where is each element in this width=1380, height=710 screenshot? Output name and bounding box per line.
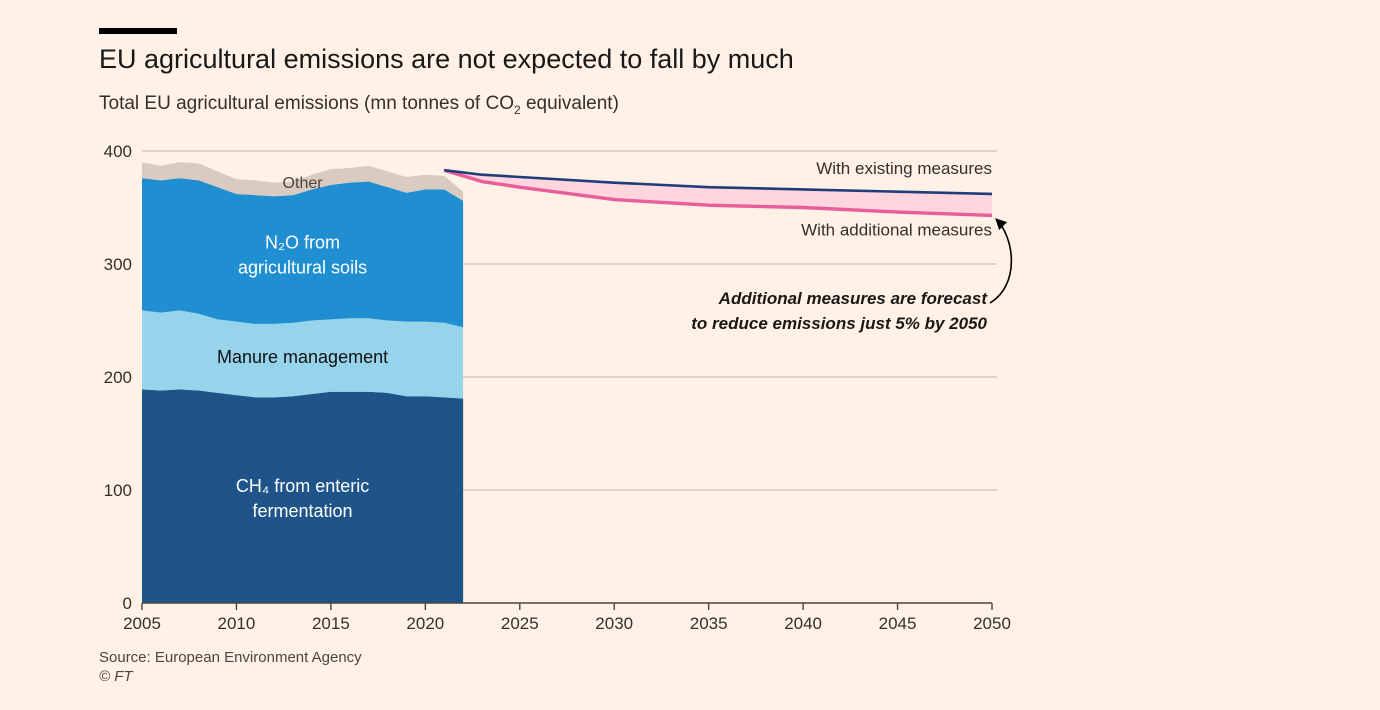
x-tick-label: 2050 — [973, 614, 1011, 633]
area-label: Manure management — [217, 347, 388, 367]
area-manure-management — [142, 310, 464, 399]
x-tick-label: 2020 — [406, 614, 444, 633]
area-ch4-from-enteric-fermentation — [142, 389, 464, 603]
y-tick-label: 300 — [104, 255, 132, 274]
line-with-additional-measures — [443, 168, 993, 218]
line-label-additional: With additional measures — [801, 220, 992, 239]
line-with-existing-measures — [444, 168, 993, 196]
x-tick-label: 2030 — [595, 614, 633, 633]
x-tick-label: 2035 — [690, 614, 728, 633]
area-n2o-from-agricultural-soils — [142, 178, 464, 328]
area-other — [142, 162, 464, 201]
y-tick-label: 0 — [123, 594, 132, 613]
subtitle-text-end: equivalent) — [520, 93, 619, 114]
chart-title: EU agricultural emissions are not expect… — [99, 44, 794, 74]
area-label: fermentation — [253, 501, 353, 521]
area-label: N₂O from — [265, 232, 340, 252]
x-tick-label: 2025 — [501, 614, 539, 633]
ft-credit: © FT — [99, 668, 133, 685]
subtitle-subscript: 2 — [514, 102, 521, 117]
x-tick-label: 2045 — [879, 614, 917, 633]
area-label: Other — [283, 175, 324, 192]
ft-top-bar — [99, 28, 177, 34]
x-tick-label: 2010 — [218, 614, 256, 633]
chart-subtitle: Total EU agricultural emissions (mn tonn… — [99, 93, 619, 117]
annotation-text: Additional measures are forecast — [718, 289, 989, 308]
y-tick-label: 200 — [104, 368, 132, 387]
y-tick-label: 100 — [104, 481, 132, 500]
line-label-existing: With existing measures — [816, 159, 992, 178]
x-tick-label: 2005 — [123, 614, 161, 633]
chart-source: Source: European Environment Agency © FT — [99, 648, 362, 686]
y-tick-label: 400 — [104, 142, 132, 161]
area-label: CH₄ from enteric — [236, 476, 369, 496]
annotation-text: to reduce emissions just 5% by 2050 — [691, 314, 987, 333]
annotation-arrow — [989, 218, 1013, 304]
subtitle-text: Total EU agricultural emissions (mn tonn… — [99, 93, 514, 114]
area-label: agricultural soils — [238, 257, 367, 277]
x-tick-label: 2015 — [312, 614, 350, 633]
source-text: Source: European Environment Agency — [99, 649, 362, 666]
x-tick-label: 2040 — [784, 614, 822, 633]
